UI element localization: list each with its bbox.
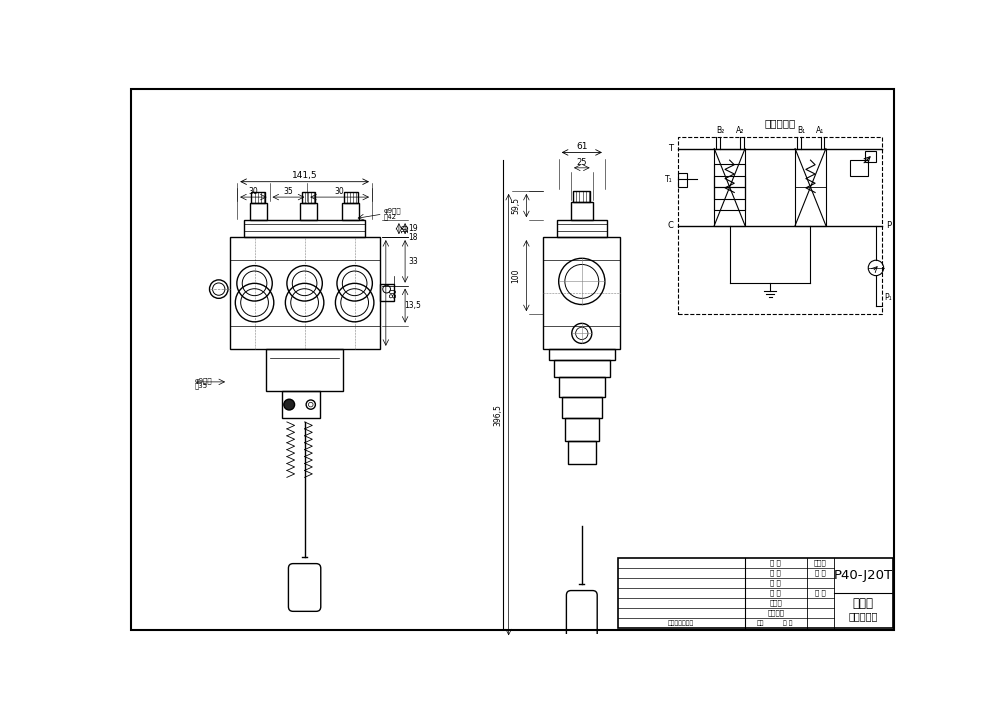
- Text: 100: 100: [511, 268, 520, 283]
- Text: 制 图: 制 图: [770, 570, 781, 577]
- Bar: [571, 201, 593, 220]
- Text: A₁: A₁: [816, 126, 825, 135]
- Text: 35: 35: [284, 187, 293, 197]
- Text: 描 图: 描 图: [815, 590, 825, 596]
- Text: 30: 30: [335, 187, 345, 197]
- Text: 设 计: 设 计: [770, 560, 781, 567]
- Bar: [865, 151, 876, 162]
- Text: C: C: [667, 221, 673, 230]
- Text: B₂: B₂: [716, 126, 725, 135]
- Text: 19: 19: [408, 224, 418, 233]
- Bar: [850, 160, 868, 176]
- Bar: [282, 391, 320, 418]
- Text: φ9堵孔: φ9堵孔: [195, 377, 212, 384]
- Text: 外形尺寸图: 外形尺寸图: [849, 611, 878, 621]
- Text: B₁: B₁: [797, 126, 805, 135]
- Text: T: T: [668, 144, 673, 153]
- Bar: [554, 360, 610, 377]
- Text: φ9堵孔: φ9堵孔: [384, 208, 401, 214]
- Text: 多路阀: 多路阀: [853, 597, 874, 609]
- Text: 液压原理图: 液压原理图: [764, 118, 796, 128]
- Text: 标准化检: 标准化检: [767, 609, 784, 616]
- Text: 签人: 签人: [757, 621, 764, 627]
- Text: 高35: 高35: [195, 382, 208, 389]
- Text: 80: 80: [389, 288, 398, 298]
- Text: A₂: A₂: [735, 126, 744, 135]
- Bar: [244, 220, 365, 237]
- Text: P: P: [886, 221, 891, 230]
- Text: 描 图: 描 图: [770, 580, 781, 586]
- Text: 18: 18: [408, 233, 418, 241]
- Bar: [302, 192, 315, 203]
- Bar: [230, 237, 380, 349]
- Text: 61: 61: [576, 142, 588, 151]
- Text: 59,5: 59,5: [511, 197, 520, 214]
- Bar: [568, 441, 596, 464]
- Bar: [559, 377, 605, 397]
- Circle shape: [284, 399, 295, 410]
- Bar: [344, 192, 358, 203]
- FancyBboxPatch shape: [566, 590, 597, 638]
- Text: 校 对: 校 对: [770, 590, 781, 596]
- Text: 描 图: 描 图: [815, 570, 825, 577]
- Bar: [795, 149, 826, 226]
- Bar: [549, 349, 615, 360]
- Bar: [573, 191, 590, 201]
- Bar: [678, 137, 882, 314]
- Text: 日 期: 日 期: [783, 621, 792, 627]
- Bar: [266, 349, 343, 391]
- Bar: [250, 203, 267, 220]
- Bar: [714, 149, 745, 226]
- Text: P₁: P₁: [884, 293, 892, 302]
- Text: 图别性: 图别性: [814, 560, 826, 567]
- Text: 高42: 高42: [384, 213, 397, 219]
- Text: 396,5: 396,5: [493, 404, 502, 426]
- Text: P40-J20T: P40-J20T: [834, 569, 893, 582]
- Text: 10: 10: [401, 224, 410, 234]
- Bar: [618, 558, 893, 627]
- Bar: [714, 164, 745, 187]
- Bar: [714, 187, 745, 210]
- Text: T₁: T₁: [665, 175, 673, 184]
- Bar: [714, 176, 745, 199]
- Bar: [565, 418, 599, 441]
- Bar: [543, 237, 620, 349]
- Text: 双面合签监图表: 双面合签监图表: [668, 621, 694, 627]
- Bar: [557, 220, 607, 237]
- Bar: [300, 203, 317, 220]
- Text: 工艺员: 工艺员: [769, 600, 782, 606]
- Text: 30: 30: [249, 187, 258, 197]
- FancyBboxPatch shape: [288, 564, 321, 612]
- Bar: [251, 192, 265, 203]
- Bar: [678, 173, 687, 187]
- Text: 13,5: 13,5: [404, 301, 421, 310]
- Bar: [562, 397, 602, 418]
- Text: 25: 25: [577, 158, 587, 167]
- Bar: [380, 283, 394, 300]
- Text: 141,5: 141,5: [292, 171, 317, 180]
- Text: 33: 33: [408, 257, 418, 266]
- Bar: [342, 203, 359, 220]
